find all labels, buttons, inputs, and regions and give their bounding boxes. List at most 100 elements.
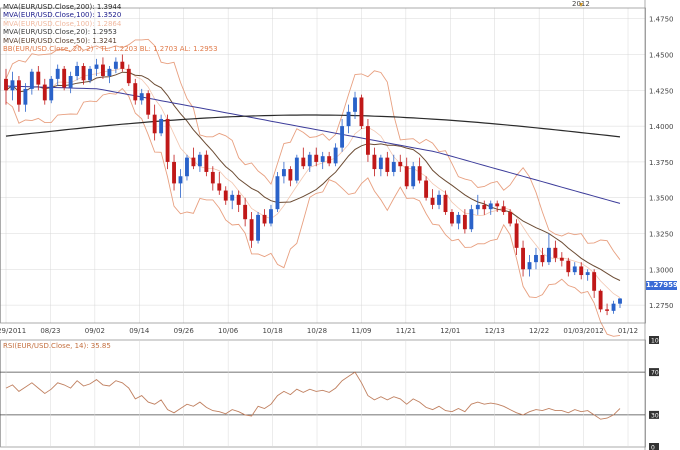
candle-body xyxy=(372,154,377,170)
rsi-tick-label: 70 xyxy=(651,370,659,377)
x-tick-label: 01/12 xyxy=(618,327,638,335)
candle-body xyxy=(230,194,235,201)
candle-body xyxy=(256,214,261,241)
legend-entry: MVA(EUR/USD.Close,100): 1.3520 xyxy=(3,11,122,20)
x-tick-label: 12/13 xyxy=(485,327,505,335)
candle-body xyxy=(391,161,396,172)
candle-body xyxy=(75,65,80,77)
x-tick-label: 11/09 xyxy=(351,327,371,335)
rsi-tick-badge xyxy=(649,410,659,419)
candle-body xyxy=(404,166,409,187)
candle-body xyxy=(62,68,67,88)
candle-body xyxy=(353,97,357,112)
candle-body xyxy=(185,157,189,177)
legend-entry: MVA(EUR/USD.Close,100): 1.2864 xyxy=(3,19,122,28)
candle-body xyxy=(398,161,403,167)
year-marker-label: 2012 xyxy=(572,0,590,8)
legend-entry: MVA(EUR/USD.Close,20): 1.2953 xyxy=(3,28,117,37)
candle-body xyxy=(411,166,416,187)
x-tick-label: 09/02 xyxy=(85,327,105,335)
candle-body xyxy=(16,80,21,105)
y-tick-label: 1.3750 xyxy=(649,159,674,167)
x-tick-label: 10/18 xyxy=(262,327,282,335)
candle-body xyxy=(197,154,202,167)
candle-body xyxy=(126,68,131,84)
candle-body xyxy=(146,93,151,115)
candle-body xyxy=(269,209,273,224)
y-tick-label: 1.4250 xyxy=(649,87,674,95)
rsi-tick-label: 100 xyxy=(651,338,663,345)
candle-body xyxy=(223,190,228,201)
candle-body xyxy=(501,206,506,213)
current-price-badge: 1.27959 xyxy=(646,281,678,290)
rsi-frame xyxy=(0,339,646,448)
candle-body xyxy=(281,169,286,177)
ma100-line xyxy=(5,85,621,204)
candle-body xyxy=(36,71,41,85)
candle-body xyxy=(94,64,99,69)
candle-body xyxy=(178,176,183,184)
bollinger-lower-line xyxy=(5,87,621,337)
candle-body xyxy=(204,154,209,172)
rsi-tick-label: 0 xyxy=(651,445,655,450)
candlesticks xyxy=(4,54,622,316)
candle-body xyxy=(469,209,474,230)
candle-body xyxy=(42,84,47,101)
bollinger-upper-line xyxy=(5,38,621,260)
candle-body xyxy=(4,78,8,91)
candle-body xyxy=(301,157,306,167)
candle-body xyxy=(417,166,422,181)
rsi-line xyxy=(5,371,621,420)
candle-body xyxy=(191,157,196,167)
candle-body xyxy=(249,219,254,241)
rsi-tick-badge xyxy=(649,443,659,450)
y-tick-label: 1.4000 xyxy=(649,123,674,131)
candle-body xyxy=(217,183,222,191)
x-tick-label: 01/03/2012 xyxy=(563,327,603,335)
candle-body xyxy=(585,272,590,276)
x-tick-label: 08/23 xyxy=(40,327,60,335)
candle-body xyxy=(243,204,248,220)
candle-body xyxy=(288,169,293,181)
candle-body xyxy=(385,157,390,172)
candle-body xyxy=(307,154,312,167)
candle-body xyxy=(443,194,448,213)
y-tick-label: 1.4500 xyxy=(649,52,674,60)
indicator-lines xyxy=(5,38,621,337)
candle-body xyxy=(88,68,92,81)
x-tick-label: 12/22 xyxy=(529,327,549,335)
candle-body xyxy=(262,214,267,224)
candle-body xyxy=(514,223,519,248)
candle-body xyxy=(107,68,112,77)
candle-body xyxy=(527,262,532,270)
candle-body xyxy=(314,154,319,162)
rsi-tick-label: 30 xyxy=(651,412,659,419)
candle-body xyxy=(333,147,338,164)
candle-body xyxy=(566,260,571,273)
ma200-line xyxy=(5,114,621,138)
x-tick-label: 11/21 xyxy=(396,327,416,335)
candle-body xyxy=(437,194,441,205)
candle-body xyxy=(611,303,616,311)
candle-body xyxy=(294,157,299,181)
legend-entry: BB(EUR/USD.Close, 20, 2) - TL: 1.2203 BL… xyxy=(3,45,218,53)
legend-entry: MVA(EUR/USD.Close,200): 1.3944 xyxy=(3,3,122,11)
candle-body xyxy=(495,203,500,207)
x-tick-label: 07/29/2011 xyxy=(0,327,26,335)
candle-body xyxy=(475,204,480,210)
x-tick-label: 10/06 xyxy=(218,327,239,335)
ma50-line xyxy=(5,71,621,281)
candle-body xyxy=(113,61,118,69)
candle-body xyxy=(29,71,34,89)
y-tick-label: 1.3000 xyxy=(649,266,674,274)
candle-body xyxy=(450,212,454,224)
candle-body xyxy=(521,247,525,270)
candle-body xyxy=(152,114,157,134)
candle-body xyxy=(101,64,105,77)
candle-body xyxy=(456,214,461,224)
candle-body xyxy=(275,176,280,210)
x-tick-label: 10/28 xyxy=(307,327,327,335)
candle-body xyxy=(605,309,610,311)
